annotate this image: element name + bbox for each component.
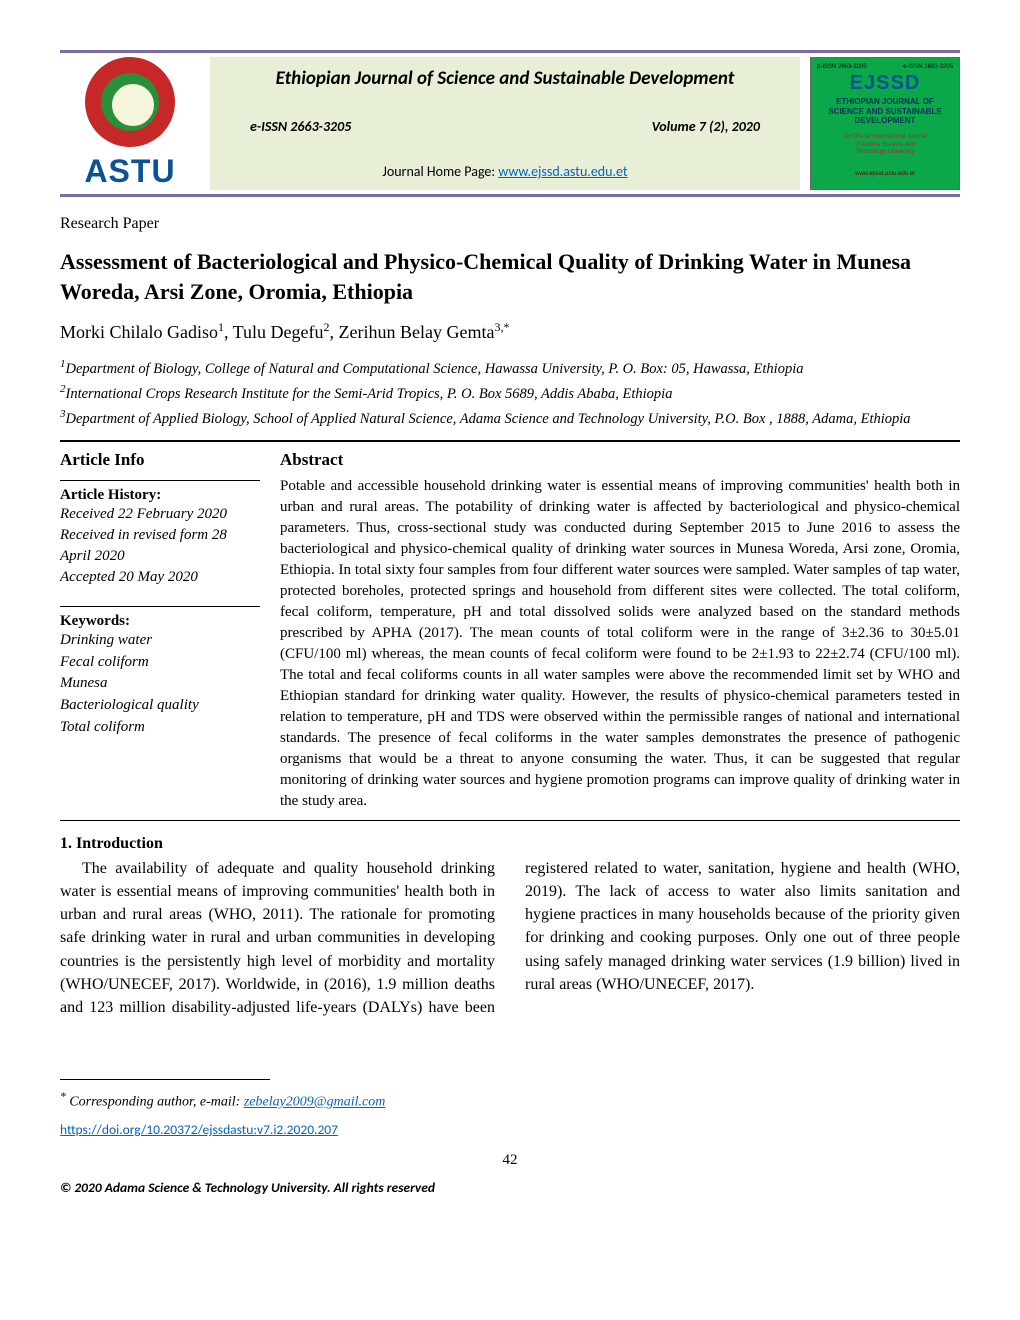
- cover-mid2: of Adama Science and: [817, 142, 953, 150]
- footnote-rule: [60, 1079, 270, 1080]
- corr-email-link[interactable]: zebelay2009@gmail.com: [244, 1095, 386, 1110]
- journal-home-row: Journal Home Page: www.ejssd.astu.edu.et: [240, 163, 770, 180]
- accepted-date: Accepted 20 May 2020: [60, 567, 260, 588]
- cover-acronym: EJSSD: [817, 72, 953, 95]
- received-date: Received 22 February 2020: [60, 504, 260, 525]
- cover-line2: SCIENCE AND SUSTAINABLE: [817, 107, 953, 117]
- journal-title: Ethiopian Journal of Science and Sustain…: [240, 67, 770, 90]
- keyword: Bacteriological quality: [60, 695, 260, 717]
- paper-type: Research Paper: [60, 215, 960, 233]
- cover-line1: ETHIOPIAN JOURNAL OF: [817, 97, 953, 107]
- cover-pissn: p-ISSN 2663-3205: [817, 64, 867, 70]
- header-mid: Ethiopian Journal of Science and Sustain…: [210, 57, 800, 190]
- info-abstract-block: Article Info Article History: Received 2…: [60, 440, 960, 821]
- issn-volume-row: e-ISSN 2663-3205 Volume 7 (2), 2020: [240, 118, 770, 135]
- cover-issn-row: p-ISSN 2663-3205 e-ISSN 2663-3205: [817, 64, 953, 70]
- astu-acronym: ASTU: [84, 153, 175, 190]
- abstract-heading: Abstract: [280, 450, 960, 476]
- introduction-body: The availability of adequate and quality…: [60, 857, 960, 1019]
- affiliation-3: 3Department of Applied Biology, School o…: [60, 407, 960, 430]
- keyword: Drinking water: [60, 630, 260, 652]
- page-number: 42: [60, 1152, 960, 1169]
- corresponding-author: * Corresponding author, e-mail: zebelay2…: [60, 1090, 960, 1111]
- cover-eissn: e-ISSN 2663-3205: [903, 64, 953, 70]
- journal-home-link[interactable]: www.ejssd.astu.edu.et: [498, 163, 627, 180]
- history-label: Article History: [60, 487, 156, 503]
- article-info-column: Article Info Article History: Received 2…: [60, 442, 270, 820]
- volume-issue: Volume 7 (2), 2020: [652, 118, 760, 135]
- cover-publisher: An Official International Journal of Ada…: [817, 134, 953, 157]
- revised-date: Received in revised form 28 April 2020: [60, 525, 260, 567]
- paper-title: Assessment of Bacteriological and Physic…: [60, 247, 960, 306]
- abstract-text: Potable and accessible household drinkin…: [280, 476, 960, 812]
- copyright: © 2020 Adama Science & Technology Univer…: [60, 1179, 960, 1196]
- journal-header: ASTU Ethiopian Journal of Science and Su…: [60, 50, 960, 197]
- cover-url: www.ejssd.astu.edu.et: [817, 171, 953, 177]
- logo-column: ASTU: [60, 57, 200, 190]
- home-label: Journal Home Page:: [382, 163, 498, 180]
- doi-line: https://doi.org/10.20372/ejssdastu:v7.i2…: [60, 1121, 960, 1138]
- corr-label: Corresponding author, e-mail:: [69, 1095, 243, 1110]
- divider: [60, 480, 260, 481]
- keyword: Total coliform: [60, 717, 260, 739]
- keywords-label: Keywords:: [60, 613, 260, 630]
- keyword: Fecal coliform: [60, 652, 260, 674]
- keyword: Munesa: [60, 673, 260, 695]
- introduction-text: The availability of adequate and quality…: [60, 857, 960, 1019]
- journal-cover-thumbnail: p-ISSN 2663-3205 e-ISSN 2663-3205 EJSSD …: [810, 57, 960, 190]
- university-emblem-icon: [85, 57, 175, 147]
- cover-mid1: An Official International Journal: [817, 134, 953, 142]
- eissn: e-ISSN 2663-3205: [250, 118, 351, 135]
- cover-subtitle: ETHIOPIAN JOURNAL OF SCIENCE AND SUSTAIN…: [817, 97, 953, 126]
- divider: [60, 606, 260, 607]
- abstract-column: Abstract Potable and accessible househol…: [270, 442, 960, 820]
- affiliation-1: 1Department of Biology, College of Natur…: [60, 357, 960, 380]
- cover-line3: DEVELOPMENT: [817, 116, 953, 126]
- introduction-heading: 1. Introduction: [60, 835, 960, 853]
- authors: Morki Chilalo Gadiso1, Tulu Degefu2, Zer…: [60, 320, 960, 343]
- article-info-heading: Article Info: [60, 450, 260, 476]
- doi-link[interactable]: https://doi.org/10.20372/ejssdastu:v7.i2…: [60, 1121, 338, 1138]
- cover-mid3: Technology University: [817, 149, 953, 157]
- affiliation-2: 2International Crops Research Institute …: [60, 382, 960, 405]
